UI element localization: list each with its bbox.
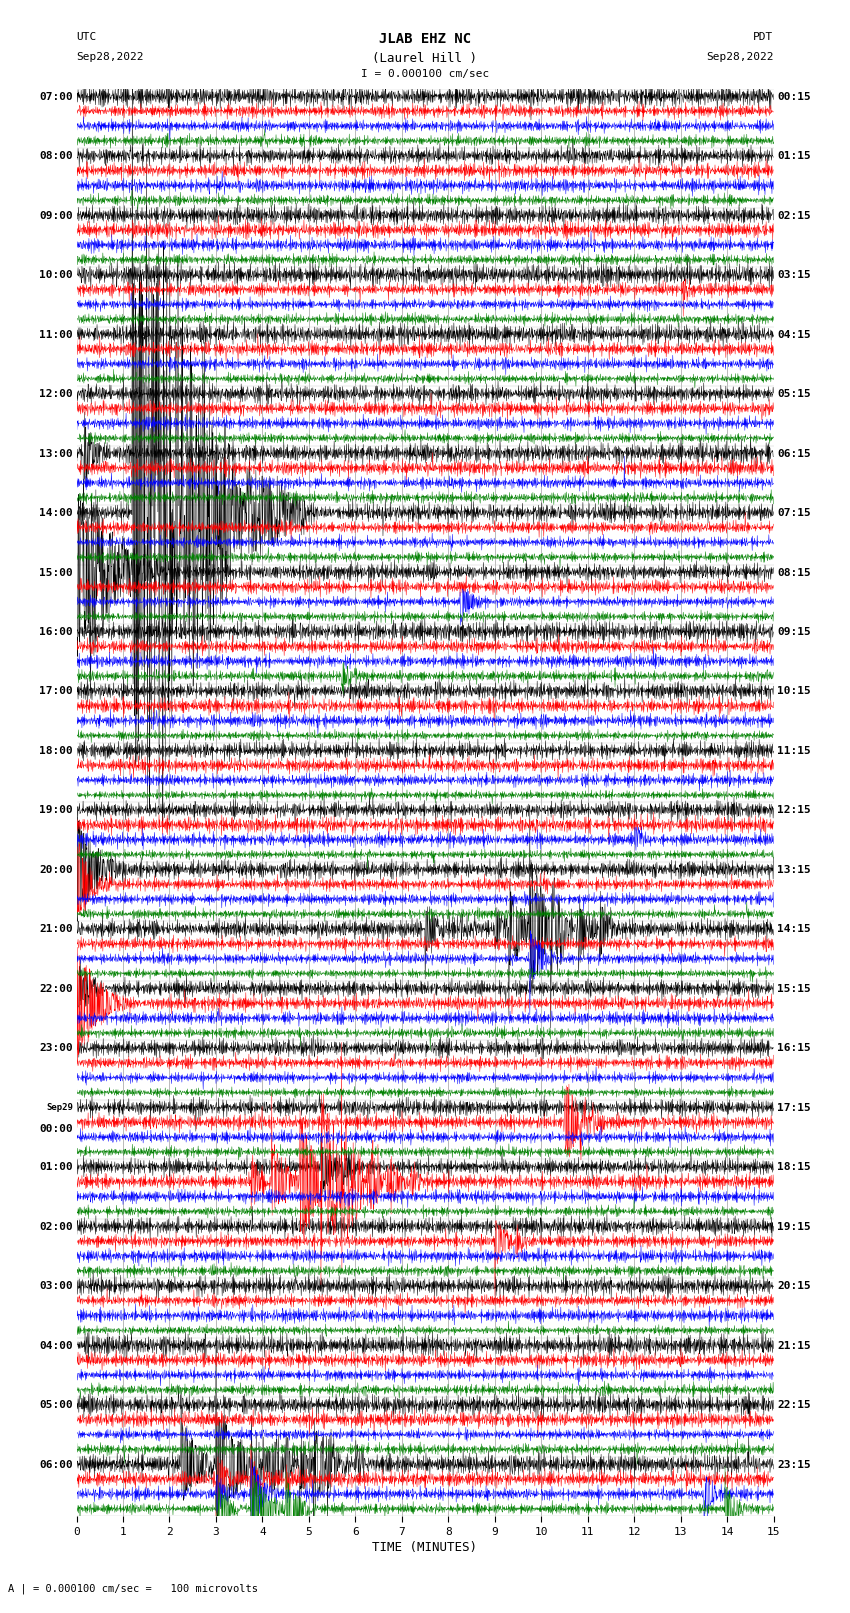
Text: 15:15: 15:15 — [777, 984, 811, 994]
Text: 08:00: 08:00 — [39, 152, 73, 161]
Text: 14:15: 14:15 — [777, 924, 811, 934]
Text: 20:00: 20:00 — [39, 865, 73, 874]
Text: 03:15: 03:15 — [777, 269, 811, 281]
Text: 17:15: 17:15 — [777, 1103, 811, 1113]
Text: 22:00: 22:00 — [39, 984, 73, 994]
Text: 05:15: 05:15 — [777, 389, 811, 398]
Text: 01:00: 01:00 — [39, 1163, 73, 1173]
Text: PDT: PDT — [753, 32, 774, 42]
Text: 17:00: 17:00 — [39, 687, 73, 697]
Text: 00:15: 00:15 — [777, 92, 811, 102]
Text: 00:00: 00:00 — [39, 1124, 73, 1134]
Text: 14:00: 14:00 — [39, 508, 73, 518]
Text: 23:15: 23:15 — [777, 1460, 811, 1469]
Text: 12:00: 12:00 — [39, 389, 73, 398]
Text: 07:00: 07:00 — [39, 92, 73, 102]
Text: 19:15: 19:15 — [777, 1221, 811, 1232]
X-axis label: TIME (MINUTES): TIME (MINUTES) — [372, 1540, 478, 1553]
Text: (Laurel Hill ): (Laurel Hill ) — [372, 52, 478, 65]
Text: 04:15: 04:15 — [777, 329, 811, 340]
Text: Sep28,2022: Sep28,2022 — [706, 52, 774, 61]
Text: A | = 0.000100 cm/sec =   100 microvolts: A | = 0.000100 cm/sec = 100 microvolts — [8, 1582, 258, 1594]
Text: 18:00: 18:00 — [39, 745, 73, 756]
Text: UTC: UTC — [76, 32, 97, 42]
Text: 10:15: 10:15 — [777, 687, 811, 697]
Text: 08:15: 08:15 — [777, 568, 811, 577]
Text: 04:00: 04:00 — [39, 1340, 73, 1350]
Text: 11:15: 11:15 — [777, 745, 811, 756]
Text: 07:15: 07:15 — [777, 508, 811, 518]
Text: 09:15: 09:15 — [777, 627, 811, 637]
Text: 02:00: 02:00 — [39, 1221, 73, 1232]
Text: 12:15: 12:15 — [777, 805, 811, 816]
Text: 06:15: 06:15 — [777, 448, 811, 458]
Text: 21:00: 21:00 — [39, 924, 73, 934]
Text: 21:15: 21:15 — [777, 1340, 811, 1350]
Text: 22:15: 22:15 — [777, 1400, 811, 1410]
Text: 05:00: 05:00 — [39, 1400, 73, 1410]
Text: 20:15: 20:15 — [777, 1281, 811, 1292]
Text: 02:15: 02:15 — [777, 211, 811, 221]
Text: 19:00: 19:00 — [39, 805, 73, 816]
Text: 15:00: 15:00 — [39, 568, 73, 577]
Text: 06:00: 06:00 — [39, 1460, 73, 1469]
Text: 11:00: 11:00 — [39, 329, 73, 340]
Text: Sep29: Sep29 — [46, 1103, 73, 1111]
Text: 23:00: 23:00 — [39, 1044, 73, 1053]
Text: JLAB EHZ NC: JLAB EHZ NC — [379, 32, 471, 47]
Text: 01:15: 01:15 — [777, 152, 811, 161]
Text: 16:15: 16:15 — [777, 1044, 811, 1053]
Text: I = 0.000100 cm/sec: I = 0.000100 cm/sec — [361, 69, 489, 79]
Text: 18:15: 18:15 — [777, 1163, 811, 1173]
Text: Sep28,2022: Sep28,2022 — [76, 52, 144, 61]
Text: 09:00: 09:00 — [39, 211, 73, 221]
Text: 13:00: 13:00 — [39, 448, 73, 458]
Text: 16:00: 16:00 — [39, 627, 73, 637]
Text: 10:00: 10:00 — [39, 269, 73, 281]
Text: 03:00: 03:00 — [39, 1281, 73, 1292]
Text: 13:15: 13:15 — [777, 865, 811, 874]
